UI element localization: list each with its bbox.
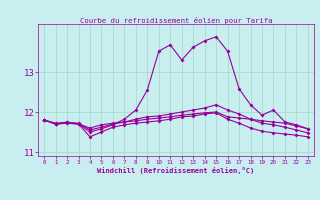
Title: Courbe du refroidissement éolien pour Tarifa: Courbe du refroidissement éolien pour Ta… (80, 17, 272, 24)
X-axis label: Windchill (Refroidissement éolien,°C): Windchill (Refroidissement éolien,°C) (97, 167, 255, 174)
